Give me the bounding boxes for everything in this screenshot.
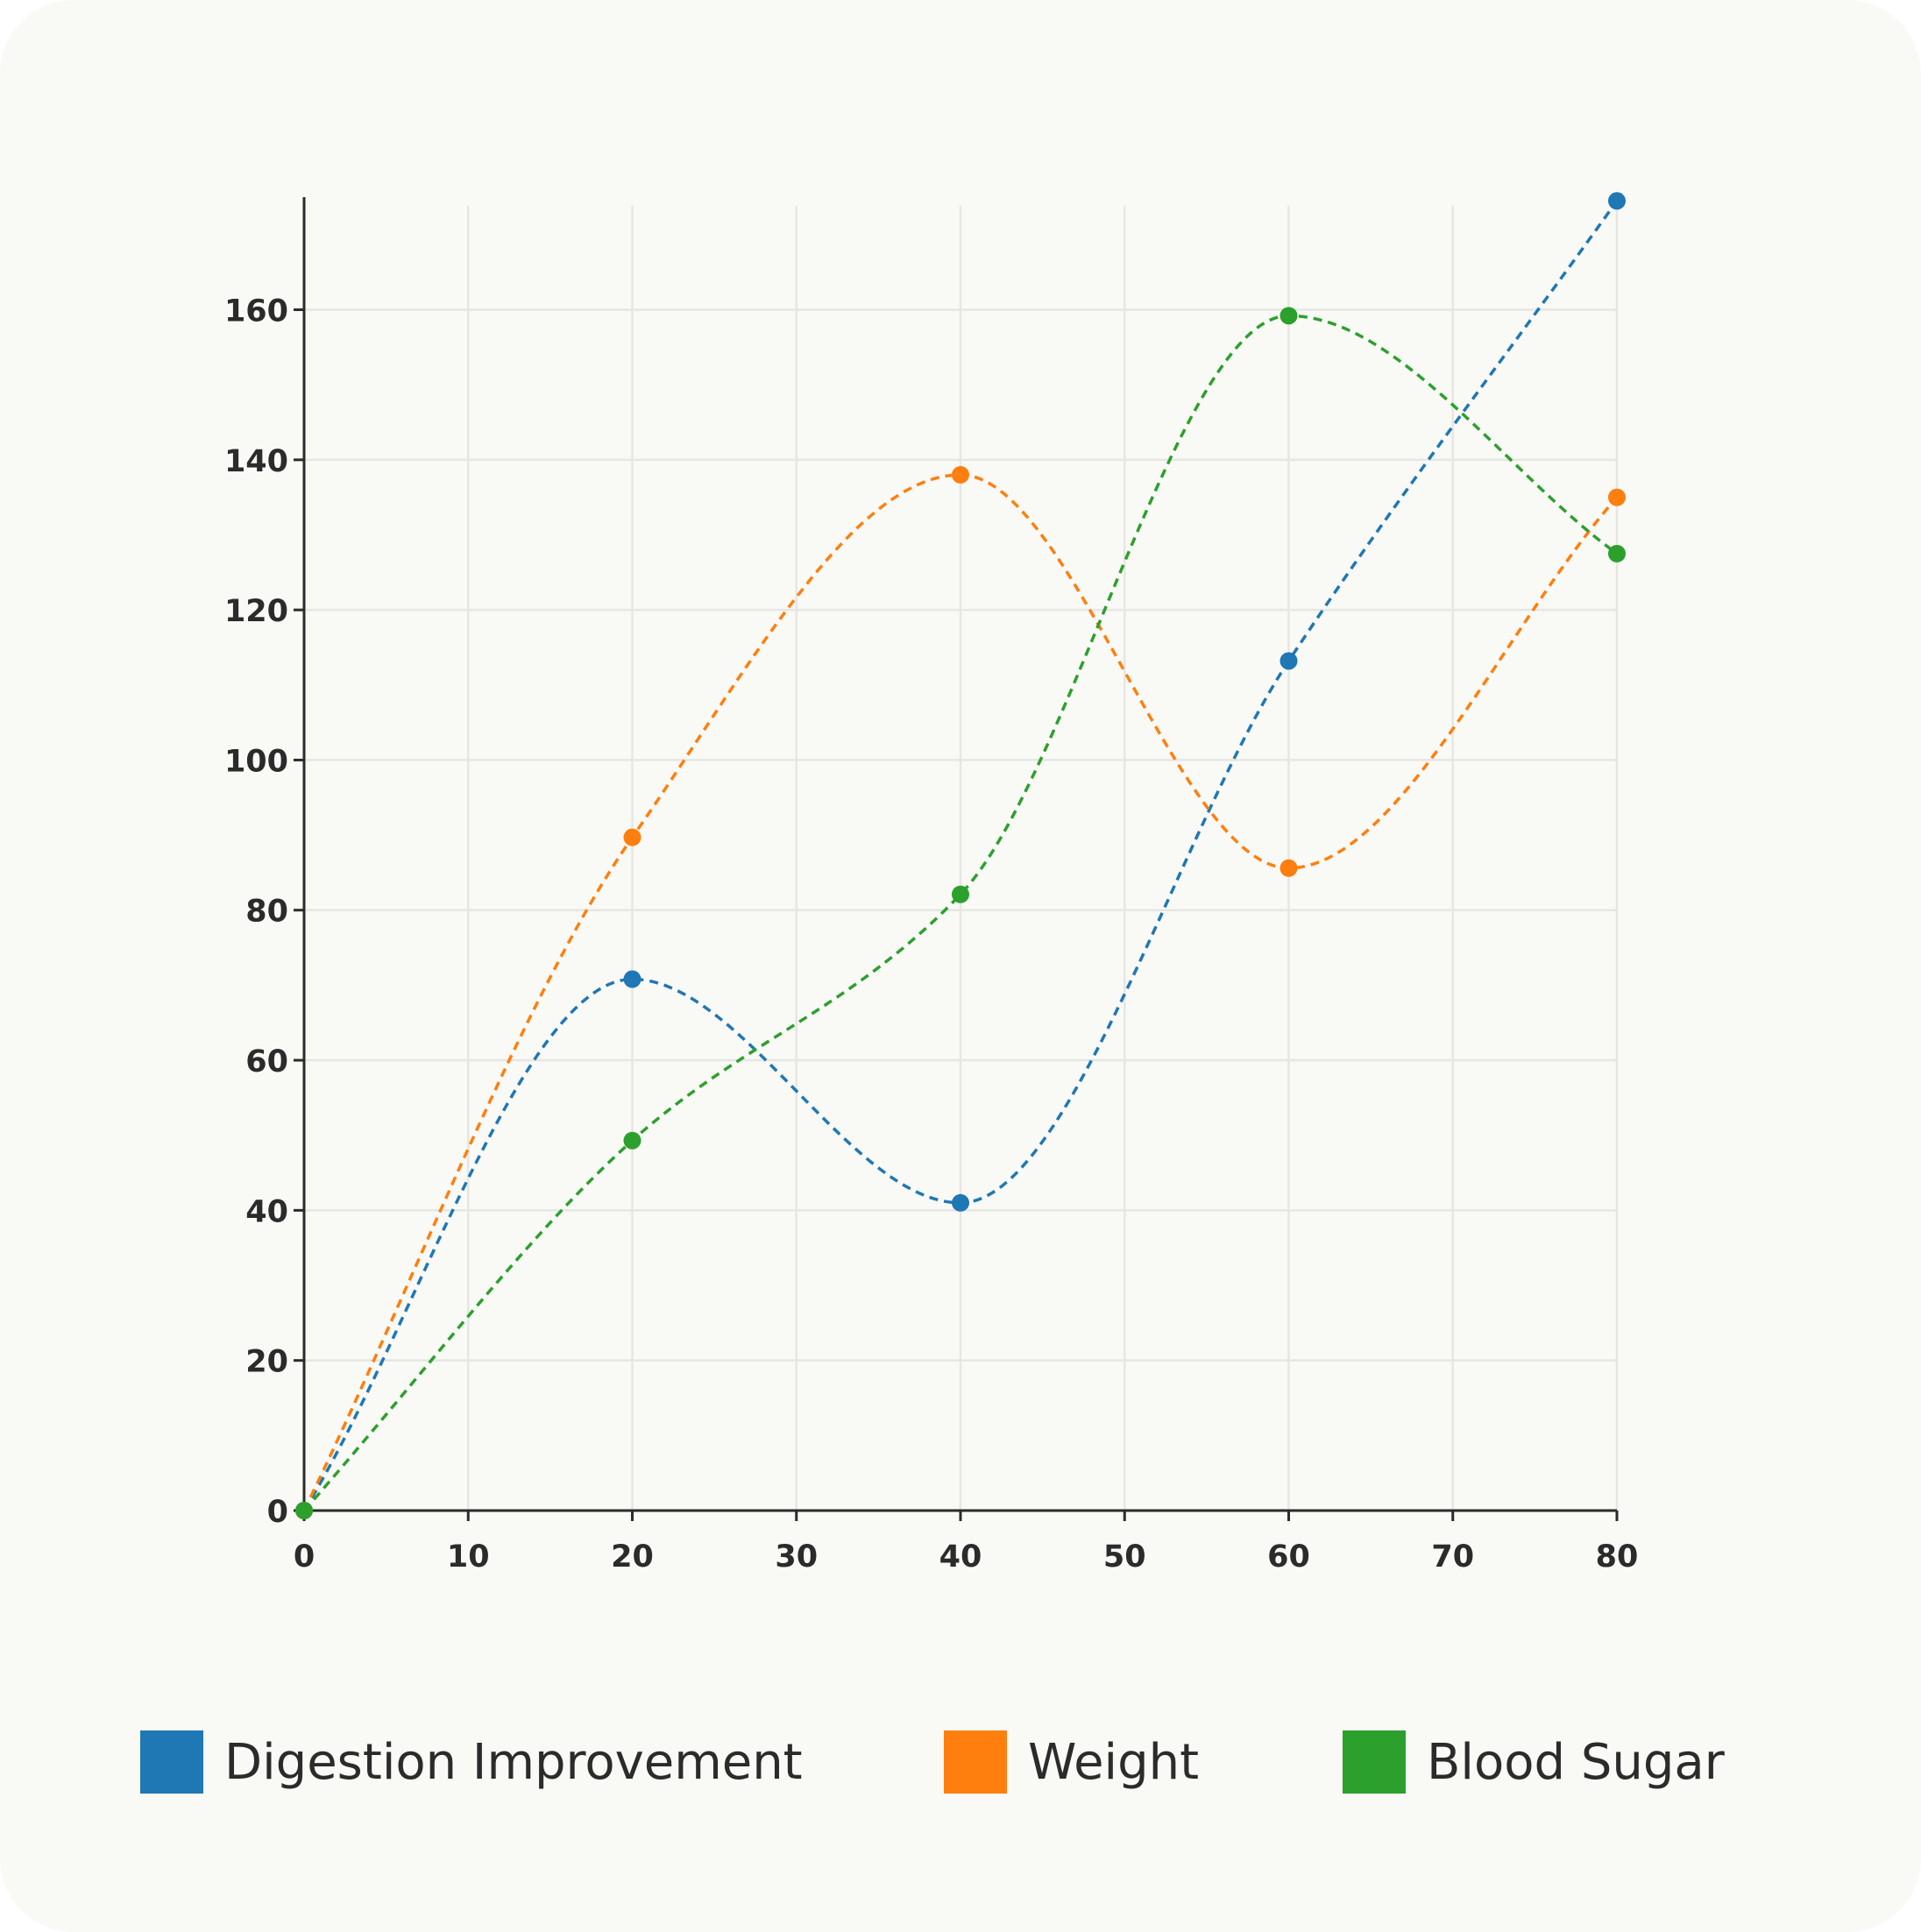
legend-label: Digestion Improvement	[224, 1733, 803, 1791]
y-tick-label: 0	[267, 1495, 288, 1530]
legend-label: Weight	[1028, 1733, 1200, 1791]
legend-item-digestion-improvement[interactable]: Digestion Improvement	[140, 1730, 803, 1794]
x-tick-label: 60	[1267, 1539, 1310, 1575]
legend-swatch	[140, 1730, 203, 1794]
grid-lines	[304, 206, 1619, 1511]
y-tick-label: 100	[224, 744, 288, 779]
x-tick-label: 20	[611, 1539, 654, 1575]
y-tick-label: 140	[224, 444, 288, 479]
legend: Digestion Improvement Weight Blood Sugar	[140, 1730, 1805, 1794]
legend-item-weight[interactable]: Weight	[944, 1730, 1199, 1794]
x-tick-label: 50	[1103, 1539, 1146, 1575]
x-tick-label: 10	[447, 1539, 490, 1575]
y-tick-label: 80	[245, 895, 288, 930]
legend-item-blood-sugar[interactable]: Blood Sugar	[1343, 1730, 1725, 1794]
data-point-2-3	[1279, 307, 1298, 325]
x-tick-label: 30	[775, 1539, 818, 1575]
y-tick-label: 40	[245, 1194, 288, 1229]
data-point-1-3	[1279, 859, 1298, 877]
data-point-2-1	[623, 1131, 642, 1150]
tick-labels: 0 10 20 30 40 50 60 70 80 0 20 40 60 80 100 120 140 160	[224, 294, 1638, 1575]
y-tick-label: 160	[224, 294, 288, 329]
data-point-0-2	[952, 1193, 969, 1212]
x-tick-label: 0	[294, 1539, 315, 1575]
y-tick-label: 20	[245, 1345, 288, 1380]
data-point-2-2	[952, 885, 969, 903]
x-tick-label: 40	[939, 1539, 982, 1575]
x-tick-label: 80	[1596, 1539, 1639, 1575]
data-point-1-4	[1608, 488, 1626, 506]
series-group	[295, 192, 1626, 1519]
y-tick-label: 120	[224, 594, 288, 629]
legend-swatch	[1343, 1730, 1406, 1794]
x-tick-label: 70	[1431, 1539, 1474, 1575]
data-point-2-4	[1608, 544, 1626, 563]
data-point-2-0	[295, 1502, 313, 1519]
data-point-1-2	[952, 465, 969, 484]
data-point-0-1	[623, 970, 642, 988]
legend-swatch	[944, 1730, 1007, 1794]
legend-label: Blood Sugar	[1427, 1733, 1725, 1791]
data-point-0-3	[1279, 652, 1298, 670]
y-tick-label: 60	[245, 1044, 288, 1079]
axes	[294, 197, 1619, 1521]
data-point-0-4	[1608, 192, 1626, 210]
data-point-1-1	[623, 828, 642, 846]
